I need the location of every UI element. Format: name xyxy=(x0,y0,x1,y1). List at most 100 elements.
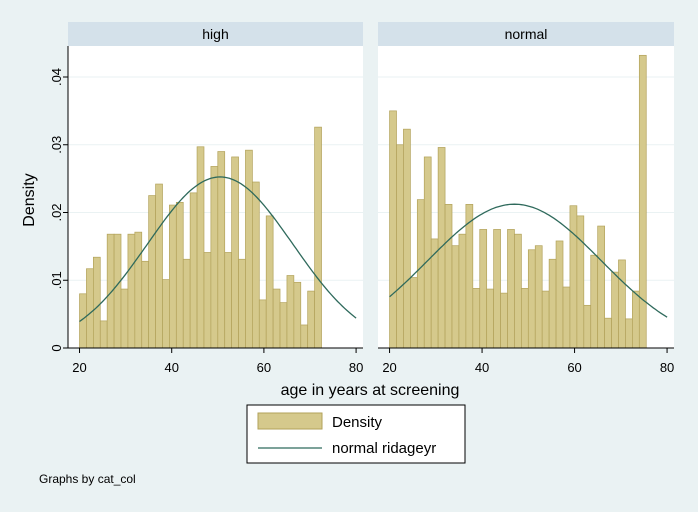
histogram-bar xyxy=(555,240,564,349)
histogram-bar xyxy=(182,258,191,349)
histogram-bar xyxy=(458,233,467,349)
histogram-bar xyxy=(162,279,170,349)
histogram-bar xyxy=(134,231,143,349)
histogram-bar xyxy=(265,215,274,349)
histogram-bar xyxy=(300,324,309,349)
normal-curve xyxy=(79,176,357,323)
histogram-bar xyxy=(465,204,474,349)
histogram-bar xyxy=(611,271,619,349)
histogram-bar xyxy=(120,288,129,349)
histogram-bar xyxy=(396,144,404,349)
histogram-bar xyxy=(286,275,295,349)
panel-header xyxy=(68,22,363,46)
histogram-bar xyxy=(493,229,501,349)
panel-normal: normal 20 40 60 80 xyxy=(378,22,674,375)
histogram-bar xyxy=(562,286,571,349)
y-tick-label: .02 xyxy=(49,203,64,221)
histogram-bar xyxy=(451,245,460,349)
histogram-bar xyxy=(625,318,633,349)
panels: high 20 40 60 80 0 .01 .02 .03 .04 normal 20 40 60 80 xyxy=(49,22,674,375)
histogram-bar xyxy=(618,259,626,349)
histogram-bar xyxy=(148,195,156,349)
histogram-bar xyxy=(500,292,508,349)
x-tick-label: 20 xyxy=(72,360,86,375)
x-tick-label: 80 xyxy=(349,360,363,375)
x-tick-label: 60 xyxy=(567,360,581,375)
histogram-bar xyxy=(521,288,529,349)
histogram-bar xyxy=(113,233,122,349)
histogram-bar xyxy=(238,258,246,349)
x-tick-label: 40 xyxy=(475,360,489,375)
graphs-by-note: Graphs by cat_col xyxy=(39,472,136,486)
histogram-bar xyxy=(479,229,488,349)
histogram-bar xyxy=(486,288,494,349)
histogram-bar xyxy=(279,302,288,349)
histogram-bar xyxy=(314,126,322,349)
panel-title: high xyxy=(202,26,228,42)
histogram-bar xyxy=(632,290,640,349)
histogram-bar xyxy=(541,290,550,349)
legend: Density normal ridageyr xyxy=(246,404,466,464)
histogram-bar xyxy=(514,233,522,349)
histogram-bar xyxy=(307,290,315,349)
legend-bar-swatch xyxy=(257,412,323,430)
normal-curve xyxy=(389,203,668,318)
legend-label-normal: normal ridageyr xyxy=(332,440,436,457)
histogram-bar xyxy=(252,181,260,349)
histogram-bar xyxy=(590,254,599,349)
histogram-bar xyxy=(189,192,198,349)
panel-title: normal xyxy=(505,26,548,42)
histogram-bar xyxy=(141,260,150,349)
histogram-bar xyxy=(389,110,397,349)
histogram-bar xyxy=(569,205,578,349)
histogram-bar xyxy=(231,156,239,349)
histogram-bar xyxy=(203,252,212,349)
histogram-bar xyxy=(106,233,115,349)
histogram-bar xyxy=(217,151,226,349)
histogram-bar xyxy=(604,317,612,349)
histogram-bar xyxy=(93,256,101,349)
x-tick-label: 60 xyxy=(257,360,271,375)
y-axis-title: Density xyxy=(21,173,38,226)
x-axis-title: age in years at screening xyxy=(281,382,460,399)
histogram-bar xyxy=(548,258,557,349)
histogram-bar xyxy=(416,199,425,349)
histogram-bar xyxy=(155,183,163,349)
histogram-bar xyxy=(272,288,281,349)
histogram-bar xyxy=(258,299,267,349)
y-tick-label: 0 xyxy=(49,344,64,351)
y-tick-label: .03 xyxy=(49,136,64,154)
histogram-bar xyxy=(507,229,515,349)
histogram-bar xyxy=(403,128,411,349)
panel-header xyxy=(378,22,674,46)
histogram-bar xyxy=(99,320,108,349)
histogram-bar xyxy=(86,268,94,349)
x-tick-label: 80 xyxy=(660,360,674,375)
histogram-bar xyxy=(444,204,453,349)
x-tick-label: 40 xyxy=(164,360,178,375)
histogram-bar xyxy=(527,249,536,349)
histogram-bar xyxy=(245,149,253,349)
legend-label-density: Density xyxy=(332,414,383,431)
histogram-bar xyxy=(638,54,647,349)
histogram-bar xyxy=(127,233,136,349)
x-tick-label: 20 xyxy=(382,360,396,375)
histogram-bar xyxy=(196,146,205,349)
y-tick-label: .04 xyxy=(49,68,64,86)
histogram-bar xyxy=(472,288,481,349)
histogram-bar xyxy=(410,277,418,349)
histogram-bar xyxy=(423,156,432,349)
histogram-bar xyxy=(169,204,177,349)
histogram-bar xyxy=(175,201,184,349)
histogram-bar xyxy=(210,166,219,349)
histogram-bar xyxy=(224,252,232,349)
histogram-bar xyxy=(534,245,543,349)
histogram-bar xyxy=(437,147,446,349)
histogram-bar xyxy=(583,304,592,349)
histogram-bar xyxy=(293,281,302,349)
y-tick-label: .01 xyxy=(49,271,64,289)
histogram-bar xyxy=(576,215,585,349)
histogram-bar xyxy=(597,225,605,349)
